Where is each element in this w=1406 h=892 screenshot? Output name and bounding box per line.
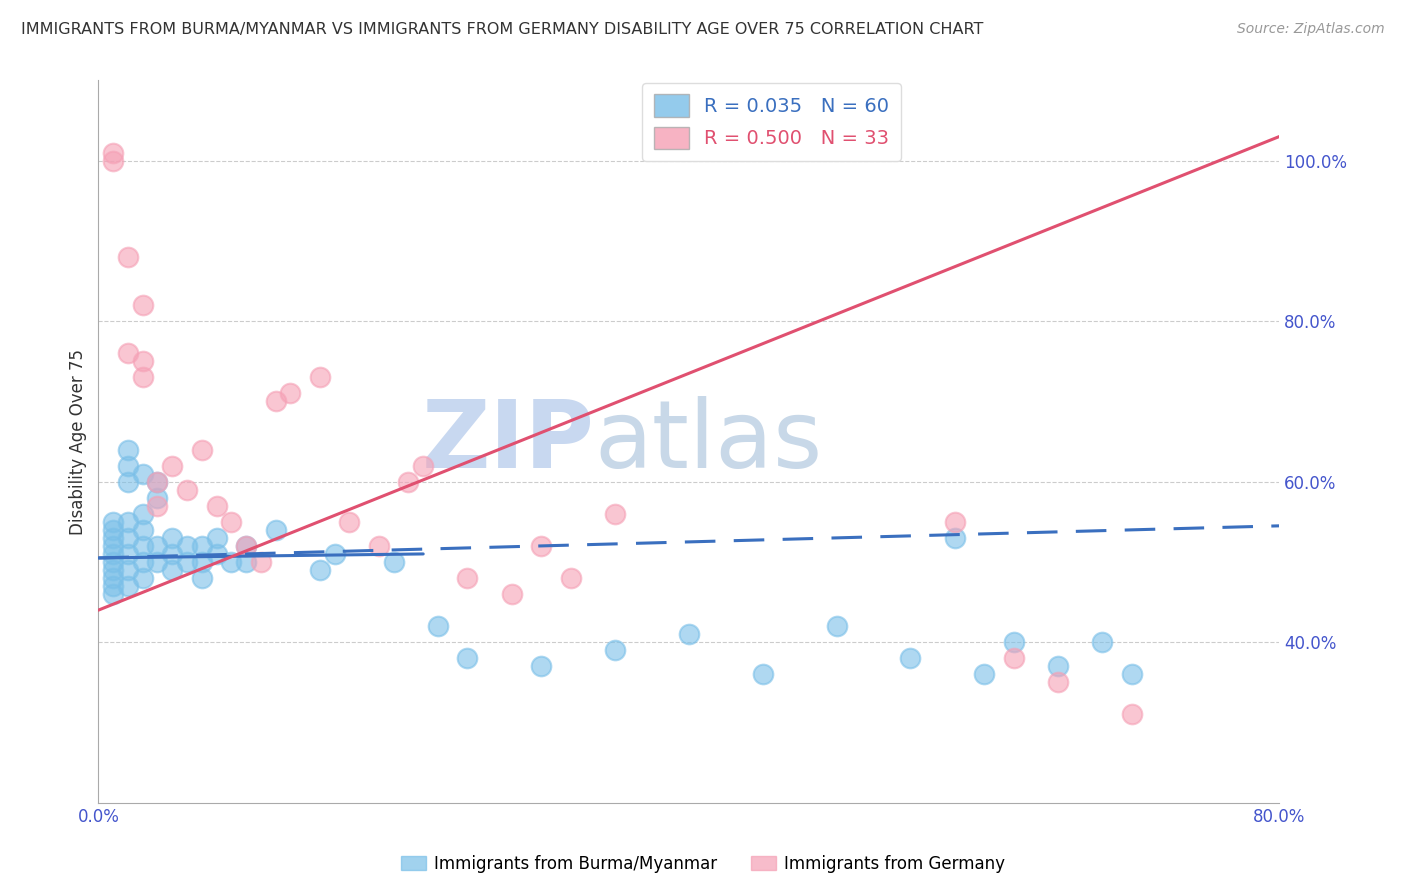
Point [117,346,139,360]
Point [103,571,125,585]
Point [264,394,287,409]
Point [560,571,582,585]
Point [117,250,139,264]
Text: atlas: atlas [595,395,823,488]
Text: ZIP: ZIP [422,395,595,488]
Point [427,619,450,633]
Point [132,370,155,384]
Point [900,651,922,665]
Point [103,515,125,529]
Point [146,499,169,513]
Point [235,539,257,553]
Point [1091,635,1114,649]
Point [103,563,125,577]
Point [398,475,420,489]
Point [605,643,627,657]
Point [309,563,332,577]
Point [501,587,523,601]
Point [146,475,169,489]
Point [132,539,155,553]
Point [103,523,125,537]
Point [162,531,183,545]
Point [146,475,169,489]
Point [221,555,243,569]
Point [132,571,155,585]
Point [973,667,995,681]
Point [1121,707,1143,722]
Point [146,555,169,569]
Point [943,531,966,545]
Point [235,539,257,553]
Point [309,370,332,384]
Point [146,539,169,553]
Y-axis label: Disability Age Over 75: Disability Age Over 75 [69,349,87,534]
Point [103,539,125,553]
Point [103,555,125,569]
Point [678,627,700,641]
Point [191,442,214,457]
Point [191,539,214,553]
Point [132,507,155,521]
Point [191,571,214,585]
Point [162,563,183,577]
Point [117,515,139,529]
Point [103,145,125,160]
Point [323,547,346,561]
Point [117,475,139,489]
Point [1046,675,1070,690]
Point [339,515,361,529]
Point [943,515,966,529]
Point [530,539,553,553]
Point [117,442,139,457]
Point [235,555,257,569]
Point [132,555,155,569]
Point [825,619,848,633]
Point [103,547,125,561]
Point [1002,651,1025,665]
Point [132,523,155,537]
Point [412,458,434,473]
Point [162,458,183,473]
Point [605,507,627,521]
Point [117,531,139,545]
Point [1046,659,1070,673]
Point [117,579,139,593]
Point [191,555,214,569]
Point [205,499,228,513]
Point [368,539,391,553]
Point [530,659,553,673]
Point [103,587,125,601]
Point [250,555,273,569]
Text: Source: ZipAtlas.com: Source: ZipAtlas.com [1237,22,1385,37]
Legend: Immigrants from Burma/Myanmar, Immigrants from Germany: Immigrants from Burma/Myanmar, Immigrant… [394,848,1012,880]
Point [103,531,125,545]
Point [176,539,198,553]
Point [205,547,228,561]
Point [103,153,125,168]
Text: IMMIGRANTS FROM BURMA/MYANMAR VS IMMIGRANTS FROM GERMANY DISABILITY AGE OVER 75 : IMMIGRANTS FROM BURMA/MYANMAR VS IMMIGRA… [21,22,983,37]
Point [221,515,243,529]
Point [117,458,139,473]
Point [280,386,302,401]
Point [457,571,479,585]
Point [176,555,198,569]
Point [132,467,155,481]
Point [132,298,155,312]
Point [117,547,139,561]
Point [132,354,155,368]
Point [752,667,775,681]
Point [1121,667,1143,681]
Point [176,483,198,497]
Legend: R = 0.035   N = 60, R = 0.500   N = 33: R = 0.035 N = 60, R = 0.500 N = 33 [643,83,901,161]
Point [205,531,228,545]
Point [103,579,125,593]
Point [382,555,405,569]
Point [264,523,287,537]
Point [146,491,169,505]
Point [457,651,479,665]
Point [117,563,139,577]
Point [1002,635,1025,649]
Point [162,547,183,561]
